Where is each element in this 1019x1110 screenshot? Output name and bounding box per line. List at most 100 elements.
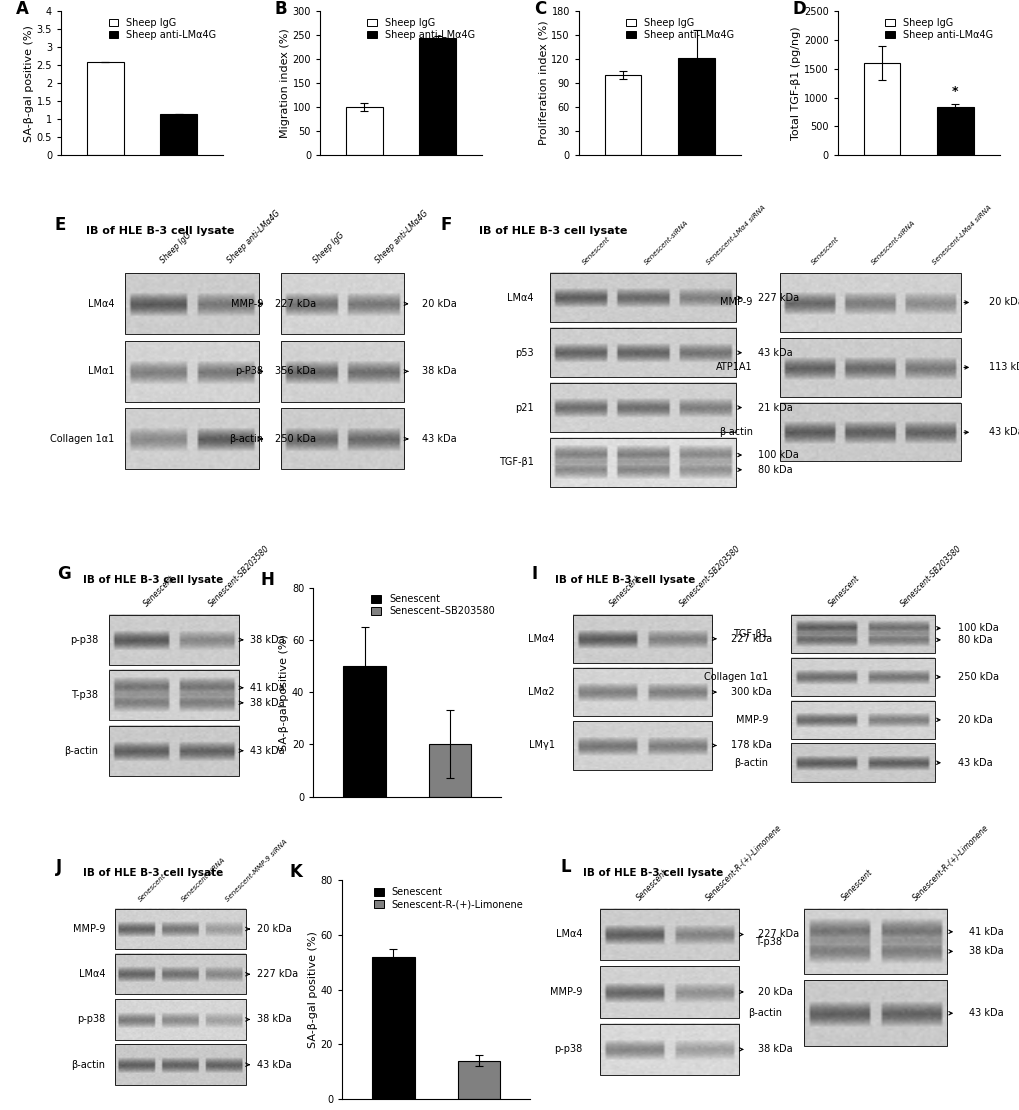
Bar bbox=[573, 722, 711, 769]
Text: J: J bbox=[56, 858, 62, 876]
Bar bbox=[280, 341, 405, 402]
Text: Senescent: Senescent bbox=[581, 235, 610, 265]
Bar bbox=[458, 1061, 500, 1099]
Text: 43 kDa: 43 kDa bbox=[257, 1060, 291, 1070]
Text: p21: p21 bbox=[515, 403, 533, 413]
Text: β-actin: β-actin bbox=[64, 746, 98, 756]
Text: p53: p53 bbox=[515, 347, 533, 357]
Text: p-p38: p-p38 bbox=[553, 1045, 582, 1054]
Y-axis label: SA-β-gal positive (%): SA-β-gal positive (%) bbox=[279, 634, 288, 750]
Legend: Sheep IgG, Sheep anti-LMα4G: Sheep IgG, Sheep anti-LMα4G bbox=[882, 16, 994, 42]
Bar bbox=[573, 615, 711, 663]
Text: Senescent-LMα4 siRNA: Senescent-LMα4 siRNA bbox=[704, 204, 766, 265]
Text: 250 kDa: 250 kDa bbox=[275, 434, 316, 444]
Text: Senescent-SB203580: Senescent-SB203580 bbox=[898, 544, 962, 608]
Text: 20 kDa: 20 kDa bbox=[957, 715, 991, 725]
Bar bbox=[791, 657, 933, 696]
Text: Senescent-siRNA: Senescent-siRNA bbox=[870, 219, 916, 265]
Bar bbox=[791, 744, 933, 783]
Bar bbox=[780, 403, 960, 462]
Text: Senescent-R-(+)-Limonene: Senescent-R-(+)-Limonene bbox=[703, 823, 783, 902]
Text: 300 kDa: 300 kDa bbox=[730, 687, 770, 697]
Text: 43 kDa: 43 kDa bbox=[757, 347, 792, 357]
Text: 43 kDa: 43 kDa bbox=[250, 746, 284, 756]
Text: 43 kDa: 43 kDa bbox=[957, 758, 991, 768]
Text: LMα4: LMα4 bbox=[506, 293, 533, 303]
Text: 38 kDa: 38 kDa bbox=[250, 698, 284, 708]
Y-axis label: SA-β-gal positive (%): SA-β-gal positive (%) bbox=[308, 931, 318, 1048]
Text: IB of HLE B-3 cell lysate: IB of HLE B-3 cell lysate bbox=[83, 575, 223, 585]
Text: K: K bbox=[289, 862, 302, 881]
Text: 80 kDa: 80 kDa bbox=[957, 635, 991, 645]
Text: B: B bbox=[274, 0, 287, 18]
Bar bbox=[936, 108, 973, 155]
Text: 178 kDa: 178 kDa bbox=[730, 740, 771, 750]
Text: 38 kDa: 38 kDa bbox=[758, 1045, 793, 1054]
Bar bbox=[573, 668, 711, 716]
Text: 100 kDa: 100 kDa bbox=[757, 450, 798, 460]
Text: T-p38: T-p38 bbox=[755, 937, 782, 947]
Bar bbox=[342, 666, 385, 797]
Y-axis label: Proliferation index (%): Proliferation index (%) bbox=[538, 21, 548, 145]
Bar bbox=[372, 957, 415, 1099]
Text: 21 kDa: 21 kDa bbox=[757, 403, 792, 413]
Legend: Sheep IgG, Sheep anti-LMα4G: Sheep IgG, Sheep anti-LMα4G bbox=[624, 16, 735, 42]
Text: LMα4: LMα4 bbox=[528, 634, 554, 644]
Text: MMP-9: MMP-9 bbox=[735, 715, 767, 725]
Text: β-actin: β-actin bbox=[71, 1060, 105, 1070]
Text: Sheep anti-LMα4G: Sheep anti-LMα4G bbox=[225, 209, 281, 265]
Text: L: L bbox=[560, 858, 571, 876]
Text: LMα1: LMα1 bbox=[88, 366, 114, 376]
Text: IB of HLE B-3 cell lysate: IB of HLE B-3 cell lysate bbox=[478, 226, 627, 236]
Bar bbox=[549, 329, 736, 377]
Text: Senescent-SB203580: Senescent-SB203580 bbox=[677, 544, 742, 608]
Bar bbox=[599, 1023, 738, 1076]
Bar bbox=[109, 670, 239, 720]
Text: MMP-9: MMP-9 bbox=[719, 297, 752, 307]
Bar bbox=[124, 341, 259, 402]
Text: p-p38: p-p38 bbox=[70, 635, 98, 645]
Text: IB of HLE B-3 cell lysate: IB of HLE B-3 cell lysate bbox=[554, 575, 694, 585]
Text: 41 kDa: 41 kDa bbox=[968, 927, 1003, 937]
Text: Sheep IgG: Sheep IgG bbox=[311, 231, 345, 265]
Bar bbox=[109, 615, 239, 665]
Bar bbox=[599, 967, 738, 1018]
Text: 38 kDa: 38 kDa bbox=[257, 1015, 291, 1025]
Text: Senescent-R-(+)-Limonene: Senescent-R-(+)-Limonene bbox=[911, 823, 990, 902]
Text: Senescent: Senescent bbox=[809, 235, 840, 265]
Legend: Senescent, Senescent–SB203580: Senescent, Senescent–SB203580 bbox=[369, 593, 496, 618]
Text: Senescent: Senescent bbox=[826, 574, 861, 608]
Bar bbox=[780, 339, 960, 396]
Text: G: G bbox=[57, 565, 70, 584]
Text: LMα4: LMα4 bbox=[88, 299, 114, 309]
Text: β-actin: β-actin bbox=[734, 758, 767, 768]
Text: LMα2: LMα2 bbox=[528, 687, 554, 697]
Bar bbox=[124, 273, 259, 334]
Text: Sheep IgG: Sheep IgG bbox=[158, 231, 193, 265]
Text: β-actin: β-actin bbox=[718, 427, 752, 437]
Text: 113 kDa: 113 kDa bbox=[987, 362, 1019, 372]
Legend: Sheep IgG, Sheep anti-LMα4G: Sheep IgG, Sheep anti-LMα4G bbox=[365, 16, 477, 42]
Text: A: A bbox=[16, 0, 29, 18]
Text: Senescent: Senescent bbox=[137, 872, 167, 902]
Text: LMα4: LMα4 bbox=[555, 929, 582, 939]
Bar bbox=[803, 909, 947, 975]
Text: 20 kDa: 20 kDa bbox=[257, 924, 291, 934]
Text: IB of HLE B-3 cell lysate: IB of HLE B-3 cell lysate bbox=[582, 868, 722, 878]
Text: Senescent: Senescent bbox=[142, 574, 176, 608]
Text: H: H bbox=[260, 571, 274, 588]
Text: p-p38: p-p38 bbox=[77, 1015, 105, 1025]
Bar bbox=[115, 953, 246, 995]
Legend: Sheep IgG, Sheep anti-LMα4G: Sheep IgG, Sheep anti-LMα4G bbox=[107, 16, 218, 42]
Text: 100 kDa: 100 kDa bbox=[957, 624, 998, 634]
Text: 38 kDa: 38 kDa bbox=[422, 366, 457, 376]
Text: Senescent-siRNA: Senescent-siRNA bbox=[180, 856, 226, 902]
Text: IB of HLE B-3 cell lysate: IB of HLE B-3 cell lysate bbox=[84, 868, 223, 878]
Legend: Senescent, Senescent-R-(+)-Limonene: Senescent, Senescent-R-(+)-Limonene bbox=[372, 886, 525, 911]
Text: *: * bbox=[952, 85, 958, 98]
Bar bbox=[115, 1045, 246, 1084]
Text: β-actin: β-actin bbox=[748, 1008, 782, 1018]
Text: MMP-9: MMP-9 bbox=[230, 299, 263, 309]
Bar bbox=[428, 745, 471, 797]
Bar bbox=[345, 108, 382, 155]
